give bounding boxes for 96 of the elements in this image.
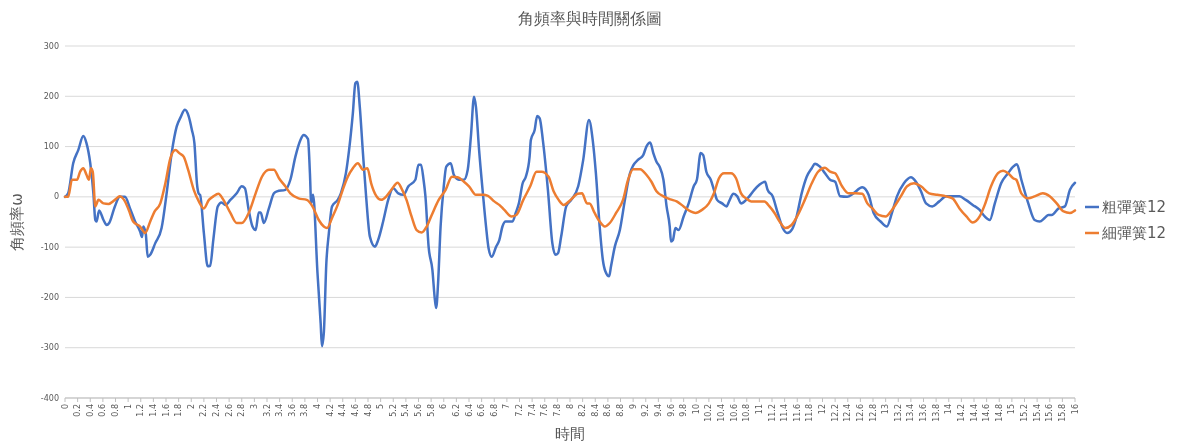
x-tick-label: 6.8 [489, 404, 499, 417]
x-tick-label: 10 [691, 404, 701, 415]
x-tick-label: 12.6 [855, 404, 865, 422]
x-tick-label: 12.4 [843, 404, 853, 422]
x-tick-label: 13 [881, 404, 891, 415]
x-tick-label: 5 [376, 404, 386, 410]
x-tick-label: 10.8 [742, 404, 752, 422]
x-tick-label: 10.4 [717, 404, 727, 422]
x-tick-label: 16 [1070, 404, 1080, 415]
x-tick-label: 14.6 [982, 404, 992, 422]
y-tick-label: 0 [53, 192, 59, 202]
x-tick-label: 4.4 [338, 404, 348, 417]
x-tick-label: 3 [249, 404, 259, 410]
x-tick-label: 4.6 [350, 404, 360, 417]
x-tick-label: 6.2 [451, 404, 461, 417]
x-tick-label: 15.2 [1020, 404, 1030, 422]
x-tick-label: 13.2 [893, 404, 903, 422]
x-tick-label: 8.4 [590, 404, 600, 417]
x-tick-label: 12.8 [868, 404, 878, 422]
x-tick-label: 10.2 [704, 404, 714, 422]
x-tick-label: 3.2 [262, 404, 272, 417]
y-tick-label: -200 [40, 292, 59, 302]
x-tick-label: 10.6 [729, 404, 739, 422]
x-tick-label: 9.2 [641, 404, 651, 417]
x-tick-label: 11.4 [780, 404, 790, 422]
x-tick-label: 9.4 [653, 404, 663, 417]
x-tick-label: 13.6 [919, 404, 929, 422]
x-tick-label: 0.2 [73, 404, 83, 417]
x-tick-label: 7 [502, 404, 512, 410]
x-tick-label: 1.4 [148, 404, 158, 417]
x-tick-label: 2.6 [224, 404, 234, 417]
x-tick-label: 2 [186, 404, 196, 410]
x-tick-label: 1.6 [161, 404, 171, 417]
chart-title: 角頻率與時間關係圖 [518, 9, 662, 28]
x-tick-label: 11.2 [767, 404, 777, 422]
x-tick-label: 11 [754, 404, 764, 415]
line-series [63, 80, 1077, 348]
x-tick-label: 5.2 [388, 404, 398, 417]
x-tick-label: 15.8 [1057, 404, 1067, 422]
x-tick-label: 8.2 [578, 404, 588, 417]
x-tick-label: 3.4 [275, 404, 285, 417]
x-tick-label: 4.8 [363, 404, 373, 417]
x-tick-label: 4 [313, 404, 323, 410]
x-tick-label: 1 [123, 404, 133, 410]
x-tick-label: 7.8 [552, 404, 562, 417]
x-tick-label: 2.2 [199, 404, 209, 417]
x-tick-label: 6 [439, 404, 449, 410]
y-tick-label: -100 [40, 242, 59, 252]
y-tick-label: -400 [40, 393, 59, 403]
x-tick-label: 14.2 [956, 404, 966, 422]
x-tick-label: 1.8 [174, 404, 184, 417]
x-tick-label: 1.2 [136, 404, 146, 417]
x-tick-label: 6.6 [477, 404, 487, 417]
x-tick-label: 3.8 [300, 404, 310, 417]
x-tick-label: 0.4 [85, 404, 95, 417]
x-tick-label: 9.8 [679, 404, 689, 417]
x-tick-label: 8.8 [616, 404, 626, 417]
y-tick-label: 200 [43, 91, 59, 101]
x-tick-label: 2.8 [237, 404, 247, 417]
x-tick-label: 0.8 [111, 404, 121, 417]
legend-label: 粗彈簧12 [1102, 198, 1167, 217]
x-tick-label: 0.6 [98, 404, 108, 417]
x-tick-label: 9.6 [666, 404, 676, 417]
x-tick-label: 0 [60, 404, 70, 410]
x-tick-label: 2.4 [212, 404, 222, 417]
y-tick-label: 100 [43, 142, 59, 152]
x-tick-label: 14.4 [969, 404, 979, 422]
x-tick-label: 15.4 [1032, 404, 1042, 422]
x-tick-label: 11.6 [792, 404, 802, 422]
x-tick-label: 15.6 [1045, 404, 1055, 422]
y-axis-title: 角頻率ω [8, 193, 26, 251]
y-tick-label: 300 [43, 41, 59, 51]
x-tick-label: 12 [818, 404, 828, 415]
x-tick-label: 5.8 [426, 404, 436, 417]
x-tick-label: 9 [628, 404, 638, 410]
x-tick-label: 13.4 [906, 404, 916, 422]
line-series [63, 148, 1077, 235]
x-tick-label: 5.4 [401, 404, 411, 417]
x-tick-label: 14.8 [994, 404, 1004, 422]
x-tick-label: 8 [565, 404, 575, 410]
x-tick-label: 7.6 [540, 404, 550, 417]
x-tick-label: 15 [1007, 404, 1017, 415]
y-tick-label: -300 [40, 343, 59, 353]
x-tick-label: 12.2 [830, 404, 840, 422]
x-tick-label: 11.8 [805, 404, 815, 422]
x-tick-label: 7.2 [515, 404, 525, 417]
x-tick-label: 14 [944, 404, 954, 415]
x-tick-label: 7.4 [527, 404, 537, 417]
x-axis-title: 時間 [555, 425, 585, 443]
x-tick-label: 5.6 [414, 404, 424, 417]
x-tick-label: 8.6 [603, 404, 613, 417]
legend-label: 細彈簧12 [1101, 224, 1167, 243]
x-tick-label: 4.2 [325, 404, 335, 417]
x-tick-label: 6.4 [464, 404, 474, 417]
x-tick-label: 3.6 [287, 404, 297, 417]
x-tick-label: 13.8 [931, 404, 941, 422]
